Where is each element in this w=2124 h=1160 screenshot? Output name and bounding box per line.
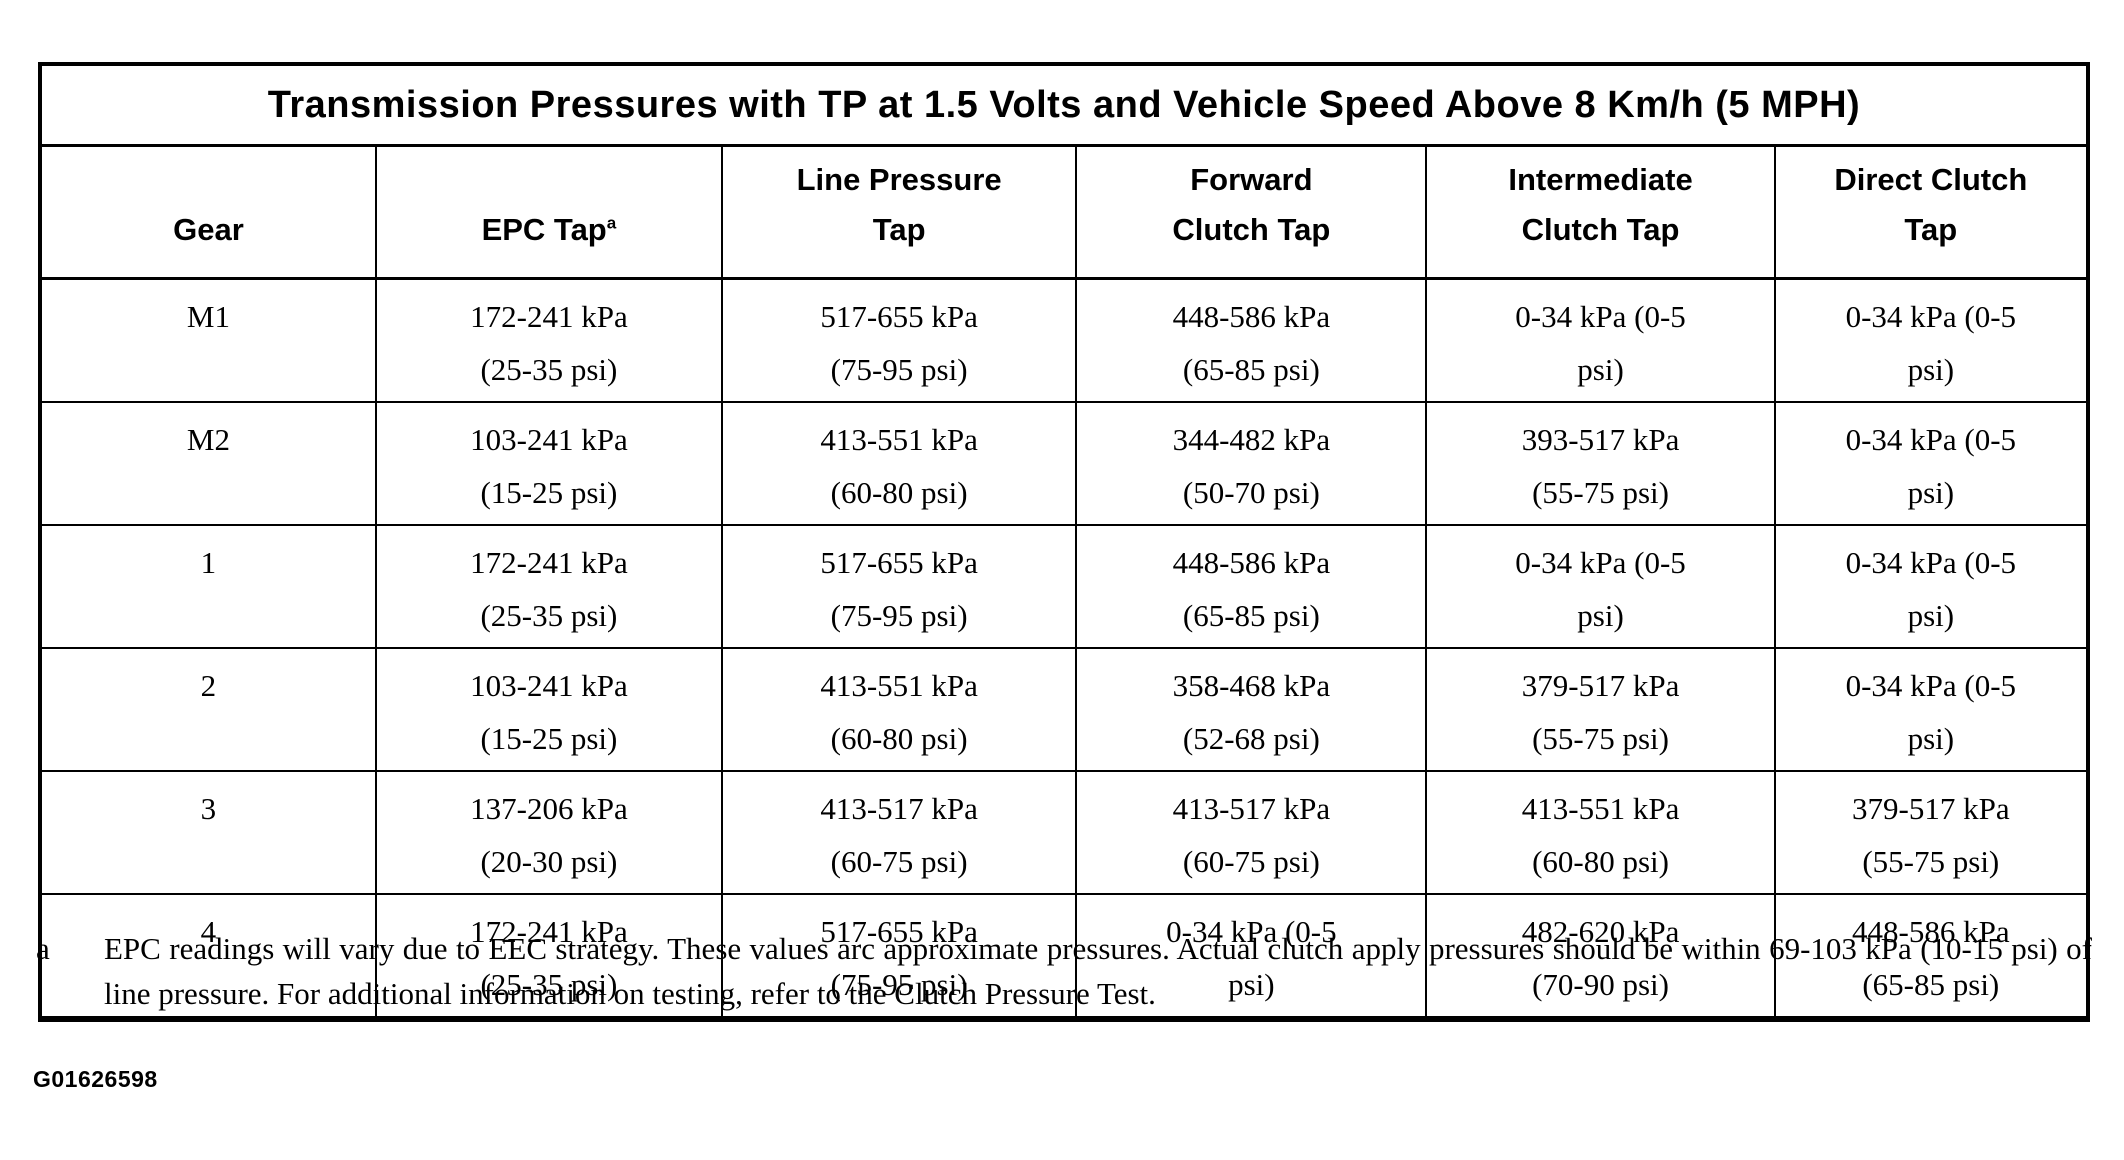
column-header-forward-clutch-tap: Forward Clutch Tap [1075, 144, 1428, 280]
figure-id: G01626598 [33, 1066, 158, 1092]
footnote-text: EPC readings will vary due to EEC strate… [104, 931, 2092, 1011]
table-title-row: Transmission Pressures with TP at 1.5 Vo… [39, 63, 2089, 147]
footnote: a EPC readings will vary due to EEC stra… [36, 926, 2092, 1016]
gear-cell: M2 [39, 401, 377, 526]
pressure-cell: 0-34 kPa (0-5 psi) [1773, 524, 2090, 649]
pressure-cell: 413-551 kPa (60-80 psi) [720, 647, 1078, 772]
pressure-cell: 413-517 kPa (60-75 psi) [1075, 770, 1428, 895]
pressure-cell: 172-241 kPa (25-35 psi) [374, 277, 723, 403]
table-row-m1: M1 172-241 kPa (25-35 psi) 517-655 kPa (… [39, 277, 2090, 403]
pressure-cell: 379-517 kPa (55-75 psi) [1773, 770, 2090, 895]
pressure-cell: 448-586 kPa (65-85 psi) [1773, 893, 2090, 1020]
pressure-cell: 0-34 kPa (0-5 psi) [1425, 277, 1776, 403]
pressure-cell: 103-241 kPa (15-25 psi) [374, 401, 723, 526]
gear-cell: 1 [39, 524, 377, 649]
column-header-direct-clutch-tap: Direct Clutch Tap [1773, 144, 2090, 280]
pressure-cell: 358-468 kPa (52-68 psi) [1075, 647, 1428, 772]
table-header-row: Gear EPC Tapa Line Pressure Tap Forward … [39, 144, 2090, 280]
pressure-cell: 0-34 kPa (0-5 psi) [1773, 647, 2090, 772]
pressure-cell: 172-241 kPa (25-35 psi) [374, 524, 723, 649]
column-header-intermediate-clutch-tap: Intermediate Clutch Tap [1425, 144, 1776, 280]
table-row-m2: M2 103-241 kPa (15-25 psi) 413-551 kPa (… [39, 401, 2090, 526]
table-title: Transmission Pressures with TP at 1.5 Vo… [39, 63, 2089, 147]
pressure-cell: 448-586 kPa (65-85 psi) [1075, 524, 1428, 649]
pressure-cell: 413-551 kPa (60-80 psi) [720, 401, 1078, 526]
gear-cell: 4 [39, 893, 377, 1020]
pressure-cell: 413-551 kPa (60-80 psi) [1425, 770, 1776, 895]
epc-tap-label: EPC Tap [481, 212, 607, 247]
pressure-cell: 379-517 kPa (55-75 psi) [1425, 647, 1776, 772]
pressure-cell: 517-655 kPa (75-95 psi) [720, 893, 1078, 1020]
pressure-cell: 517-655 kPa (75-95 psi) [720, 277, 1078, 403]
pressure-cell: 344-482 kPa (50-70 psi) [1075, 401, 1428, 526]
footnote-marker: a [36, 931, 50, 966]
pressure-cell: 0-34 kPa (0-5 psi) [1425, 524, 1776, 649]
column-header-epc-tap: EPC Tapa [374, 144, 723, 280]
pressure-cell: 103-241 kPa (15-25 psi) [374, 647, 723, 772]
pressure-cell: 172-241 kPa (25-35 psi) [374, 893, 723, 1020]
transmission-pressure-table: Transmission Pressures with TP at 1.5 Vo… [38, 62, 2090, 1022]
gear-cell: M1 [39, 277, 377, 403]
pressure-cell: 0-34 kPa (0-5 psi) [1773, 277, 2090, 403]
table-row-4: 4 172-241 kPa (25-35 psi) 517-655 kPa (7… [39, 893, 2090, 1020]
pressure-cell: 517-655 kPa (75-95 psi) [720, 524, 1078, 649]
column-header-gear: Gear [39, 144, 377, 280]
gear-cell: 3 [39, 770, 377, 895]
pressure-table: Transmission Pressures with TP at 1.5 Vo… [38, 62, 2090, 1022]
footnote-marker-superscript: a [606, 213, 617, 233]
table-row-3: 3 137-206 kPa (20-30 psi) 413-517 kPa (6… [39, 770, 2090, 895]
pressure-cell: 448-586 kPa (65-85 psi) [1075, 277, 1428, 403]
table-row-1: 1 172-241 kPa (25-35 psi) 517-655 kPa (7… [39, 524, 2090, 649]
pressure-cell: 482-620 kPa (70-90 psi) [1425, 893, 1776, 1020]
pressure-cell: 0-34 kPa (0-5 psi) [1075, 893, 1428, 1020]
pressure-cell: 0-34 kPa (0-5 psi) [1773, 401, 2090, 526]
gear-cell: 2 [39, 647, 377, 772]
pressure-cell: 137-206 kPa (20-30 psi) [374, 770, 723, 895]
pressure-cell: 413-517 kPa (60-75 psi) [720, 770, 1078, 895]
table-row-2: 2 103-241 kPa (15-25 psi) 413-551 kPa (6… [39, 647, 2090, 772]
column-header-line-pressure-tap: Line Pressure Tap [720, 144, 1078, 280]
pressure-cell: 393-517 kPa (55-75 psi) [1425, 401, 1776, 526]
